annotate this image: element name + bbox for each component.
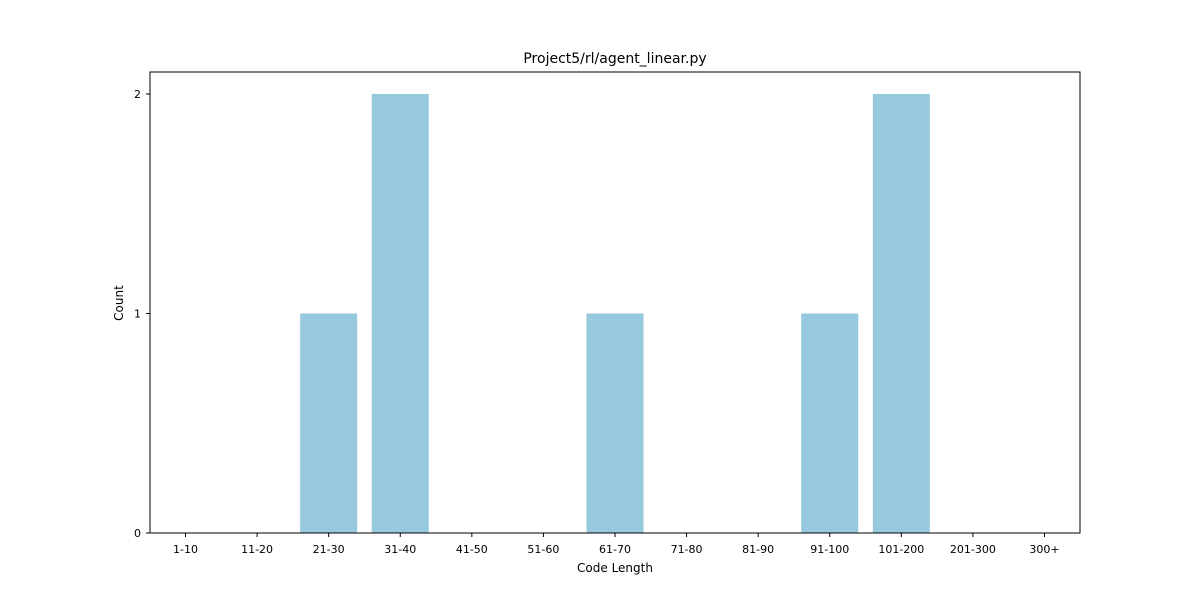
x-tick-label: 201-300 [950, 543, 996, 556]
y-axis-label: Count [112, 285, 126, 321]
x-tick-label: 1-10 [173, 543, 198, 556]
x-tick-label: 81-90 [742, 543, 774, 556]
x-tick-label: 91-100 [810, 543, 849, 556]
x-axis-ticks: 1-10 11-20 21-30 31-40 41-50 51-60 61-70 71-80 8… [173, 533, 1060, 556]
bars-layer [300, 93, 930, 533]
bar-21-30 [300, 313, 358, 533]
y-tick-label: 2 [134, 88, 141, 101]
bar-61-70 [586, 313, 644, 533]
bar-91-100 [801, 313, 859, 533]
x-tick-label: 41-50 [456, 543, 488, 556]
y-axis-ticks: 0 1 2 [134, 88, 150, 540]
chart-title: Project5/rl/agent_linear.py [523, 51, 706, 67]
plot-frame [149, 71, 1081, 534]
x-tick-label: 61-70 [599, 543, 631, 556]
x-axis-label: Code Length [577, 561, 653, 575]
x-tick-label: 21-30 [313, 543, 345, 556]
y-tick-label: 0 [134, 527, 141, 540]
bar-101-200 [872, 93, 930, 533]
x-tick-label: 101-200 [878, 543, 924, 556]
x-tick-label: 51-60 [527, 543, 559, 556]
bar-31-40 [371, 93, 429, 533]
x-tick-label: 300+ [1029, 543, 1059, 556]
x-tick-label: 11-20 [241, 543, 273, 556]
y-tick-label: 1 [134, 307, 141, 320]
x-tick-label: 31-40 [384, 543, 416, 556]
x-tick-label: 71-80 [671, 543, 703, 556]
